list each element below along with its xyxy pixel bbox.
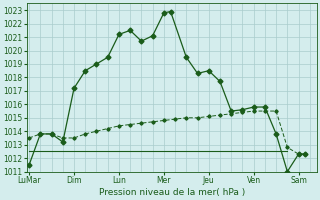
X-axis label: Pression niveau de la mer( hPa ): Pression niveau de la mer( hPa ): [99, 188, 245, 197]
